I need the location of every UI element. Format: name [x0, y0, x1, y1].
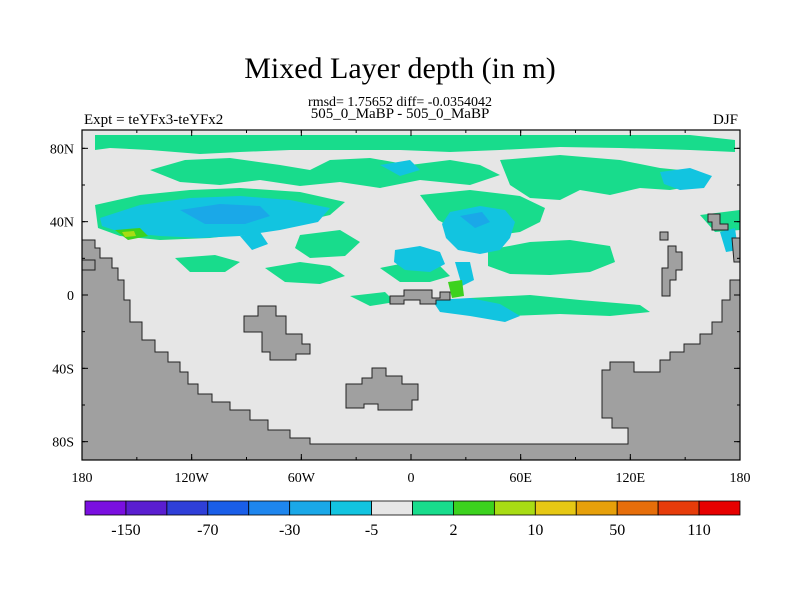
land-masses [81, 213, 741, 461]
land-mass [345, 367, 419, 411]
colorbar-swatch [493, 500, 536, 516]
season-label: DJF [712, 112, 738, 128]
y-axis: 80N 40N 0 40S 80S [50, 142, 740, 451]
anomaly-positive-patch [448, 280, 464, 298]
anomaly-positive-patch [500, 155, 700, 200]
colorbar-label: 2 [449, 522, 457, 539]
x-tick-label: 180 [72, 471, 93, 486]
y-tick-label: 40S [52, 362, 74, 377]
anomaly-positive-patch [265, 262, 345, 284]
land-mass [661, 245, 683, 297]
land-mass [81, 259, 96, 271]
colorbar-swatch [698, 500, 741, 516]
colorbar-swatch [125, 500, 168, 516]
anomaly-positive-patch [122, 231, 136, 237]
land-mass [659, 231, 669, 241]
anomaly-negative-patch [460, 212, 490, 228]
colorbar-swatch [166, 500, 209, 516]
colorbar-swatch [616, 500, 659, 516]
colorbar-swatch [534, 500, 577, 516]
colorbar-label: -30 [279, 522, 300, 539]
anomaly-positive-patch [488, 240, 615, 275]
colorbar-swatch [575, 500, 618, 516]
colorbar-swatch [657, 500, 700, 516]
colorbar-label: 10 [527, 522, 543, 539]
anomaly-negative-patch [442, 206, 515, 254]
x-tick-label: 120W [175, 471, 210, 486]
colorbar-swatch [330, 500, 372, 516]
y-tick-label: 80S [52, 436, 74, 451]
x-axis: 180 120W 60W 0 60E 120E 180 [72, 130, 751, 486]
anomaly-negative-patch [380, 160, 420, 176]
colorbar-swatch [412, 500, 454, 516]
anomaly-negative-patch [455, 262, 474, 286]
chart-subtitle: 505_0_MaBP - 505_0_MaBP [310, 106, 490, 122]
chart-title: Mixed Layer depth (in m) [244, 52, 556, 85]
land-mass [81, 239, 741, 461]
x-tick-label: 0 [408, 471, 415, 486]
y-tick-label: 40N [50, 216, 74, 231]
colorbar-swatch [207, 500, 250, 516]
colorbar-swatch [371, 500, 413, 516]
y-tick-label: 0 [67, 289, 74, 304]
land-mass [243, 305, 311, 361]
colorbar-swatch [84, 500, 127, 516]
stats-line: rmsd= 1.75652 diff= -0.0354042 [308, 95, 492, 110]
anomaly-positive-patch [95, 135, 735, 154]
land-mass [389, 289, 451, 305]
colorbar-label: -5 [365, 522, 378, 539]
x-tick-label: 120E [616, 471, 646, 486]
anomaly-patches [95, 135, 740, 322]
x-tick-label: 180 [730, 471, 751, 486]
anomaly-negative-patch [240, 232, 268, 250]
anomaly-positive-patch [470, 295, 650, 316]
colorbar-swatch [289, 500, 332, 516]
x-tick-label: 60W [288, 471, 316, 486]
colorbar-label: -70 [197, 522, 218, 539]
x-tick-label: 60E [509, 471, 532, 486]
anomaly-negative-patch [432, 298, 520, 322]
anomaly-negative-patch [394, 246, 445, 272]
anomaly-negative-patch [660, 168, 712, 190]
experiment-label: Expt = teYFx3-teYFx2 [84, 112, 224, 128]
anomaly-positive-patch [295, 230, 360, 258]
anomaly-positive-patch [350, 292, 395, 306]
colorbar-swatch [453, 500, 495, 516]
colorbar-label: 110 [687, 522, 710, 539]
anomaly-positive-patch [175, 255, 240, 272]
anomaly-negative-patch [180, 204, 270, 224]
colorbar-label: -150 [111, 522, 140, 539]
colorbar-swatch [248, 500, 291, 516]
land-mass [707, 213, 729, 231]
y-tick-label: 80N [50, 142, 74, 157]
colorbar: -150 -70 -30 -5 2 10 50 110 [84, 500, 741, 539]
colorbar-label: 50 [609, 522, 625, 539]
